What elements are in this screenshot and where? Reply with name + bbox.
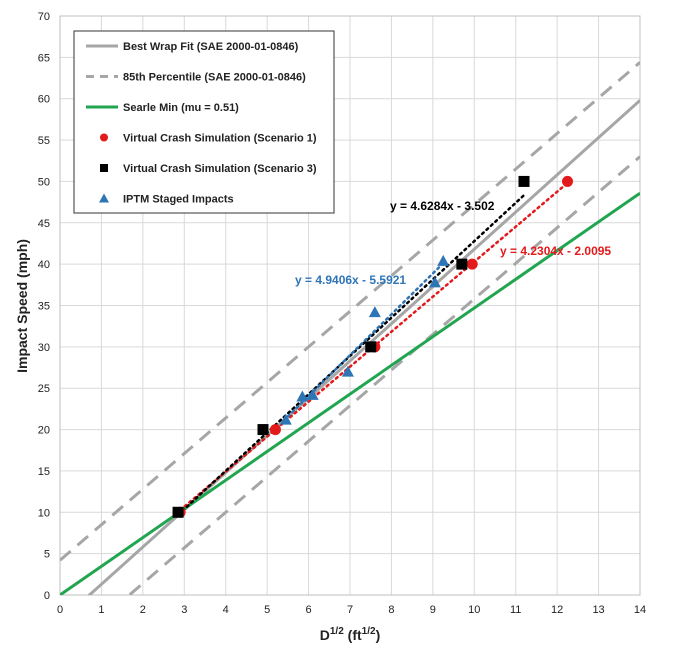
x-tick-label: 5 bbox=[264, 604, 270, 616]
x-tick-label: 14 bbox=[634, 604, 646, 616]
85th-percentile-lower-line bbox=[127, 155, 640, 595]
axes: 0 1 2 3 4 5 6 7 8 9 10 11 12 13 1405101520253035404550… bbox=[38, 11, 646, 616]
x-tick-label: 4 bbox=[223, 604, 229, 616]
iptm-point bbox=[341, 365, 354, 377]
iptm-point bbox=[306, 388, 319, 400]
x-axis-title: D1/2 (ft1/2) bbox=[320, 626, 381, 643]
trend-equations: y = 4.2304x - 2.0095 y = 4.6284x - 3.502 y… bbox=[295, 199, 611, 287]
y-tick-label: 45 bbox=[38, 218, 50, 230]
legend-searle-min: Searle Min (mu = 0.51) bbox=[86, 102, 239, 114]
y-tick-label: 30 bbox=[38, 342, 50, 354]
legend-scenario3-label: Virtual Crash Simulation (Scenario 3) bbox=[123, 163, 317, 175]
iptm-equation: y = 4.9406x - 5.5921 bbox=[295, 273, 406, 287]
scenario3-point bbox=[172, 506, 184, 518]
legend-best-wrap-fit: Best Wrap Fit (SAE 2000-01-0846) bbox=[86, 41, 299, 53]
x-tick-label: 12 bbox=[551, 604, 563, 616]
85th-percentile-upper-line bbox=[60, 61, 640, 562]
y-tick-label: 10 bbox=[38, 507, 50, 519]
y-tick-label: 50 bbox=[38, 176, 50, 188]
legend-scenario1-swatch bbox=[100, 133, 108, 142]
scenario1-point bbox=[269, 424, 281, 436]
scenario3-trendline bbox=[176, 193, 526, 517]
reference-lines bbox=[60, 61, 640, 595]
y-tick-label: 55 bbox=[38, 135, 50, 147]
legend-searle-min-label: Searle Min (mu = 0.51) bbox=[123, 102, 239, 114]
y-tick-label: 5 bbox=[44, 549, 50, 561]
legend: Best Wrap Fit (SAE 2000-01-0846) 85th Per… bbox=[73, 30, 335, 214]
iptm-point bbox=[279, 413, 292, 425]
x-tick-label: 0 bbox=[57, 604, 63, 616]
plot-border bbox=[59, 15, 641, 596]
iptm-point bbox=[368, 306, 381, 318]
scenario3-point bbox=[518, 175, 530, 187]
legend-scenario1-label: Virtual Crash Simulation (Scenario 1) bbox=[123, 133, 317, 145]
legend-85th-percentile-label: 85th Percentile (SAE 2000-01-0846) bbox=[123, 72, 306, 84]
y-tick-label: 70 bbox=[38, 11, 50, 23]
scenario1-point bbox=[562, 175, 573, 187]
y-tick-label: 65 bbox=[38, 52, 50, 64]
y-tick-label: 35 bbox=[38, 301, 50, 313]
x-tick-label: 11 bbox=[510, 604, 521, 616]
x-tick-label: 8 bbox=[388, 604, 394, 616]
x-tick-label: 3 bbox=[181, 604, 187, 616]
legend-iptm-swatch bbox=[99, 193, 109, 203]
scenario1-equation: y = 4.2304x - 2.0095 bbox=[500, 244, 611, 258]
x-tick-label: 2 bbox=[140, 604, 146, 616]
legend-iptm: IPTM Staged Impacts bbox=[99, 193, 234, 206]
legend-box bbox=[73, 30, 335, 214]
searle-min-line bbox=[60, 191, 640, 595]
data-points bbox=[172, 175, 573, 518]
scenario1-point bbox=[466, 258, 478, 270]
y-tick-label: 0 bbox=[44, 590, 50, 602]
y-tick-label: 60 bbox=[38, 94, 50, 106]
scenario3-point bbox=[456, 258, 468, 270]
x-tick-label: 7 bbox=[347, 604, 353, 616]
x-tick-label: 13 bbox=[592, 604, 604, 616]
x-tick-label: 1 bbox=[98, 604, 104, 616]
y-tick-label: 20 bbox=[38, 425, 50, 437]
y-tick-label: 15 bbox=[38, 466, 50, 478]
iptm-point bbox=[296, 390, 309, 402]
best-wrap-fit-line bbox=[87, 99, 640, 595]
legend-scenario3: Virtual Crash Simulation (Scenario 3) bbox=[100, 163, 317, 175]
x-tick-label: 10 bbox=[468, 604, 480, 616]
x-tick-label: 9 bbox=[430, 604, 436, 616]
iptm-point bbox=[437, 254, 450, 266]
scenario3-equation: y = 4.6284x - 3.502 bbox=[390, 199, 495, 213]
scenario3-point bbox=[257, 424, 269, 436]
iptm-point bbox=[428, 276, 441, 288]
y-tick-label: 40 bbox=[38, 259, 50, 271]
x-tick-label: 6 bbox=[306, 604, 312, 616]
y-axis-title: Impact Speed (mph) bbox=[14, 239, 30, 373]
scenario3-point bbox=[365, 341, 377, 353]
legend-85th-percentile: 85th Percentile (SAE 2000-01-0846) bbox=[86, 72, 306, 84]
legend-best-wrap-fit-label: Best Wrap Fit (SAE 2000-01-0846) bbox=[123, 41, 299, 53]
legend-iptm-label: IPTM Staged Impacts bbox=[123, 194, 234, 206]
legend-scenario1: Virtual Crash Simulation (Scenario 1) bbox=[100, 133, 317, 145]
legend-scenario3-swatch bbox=[100, 164, 108, 172]
y-tick-label: 25 bbox=[38, 383, 50, 395]
